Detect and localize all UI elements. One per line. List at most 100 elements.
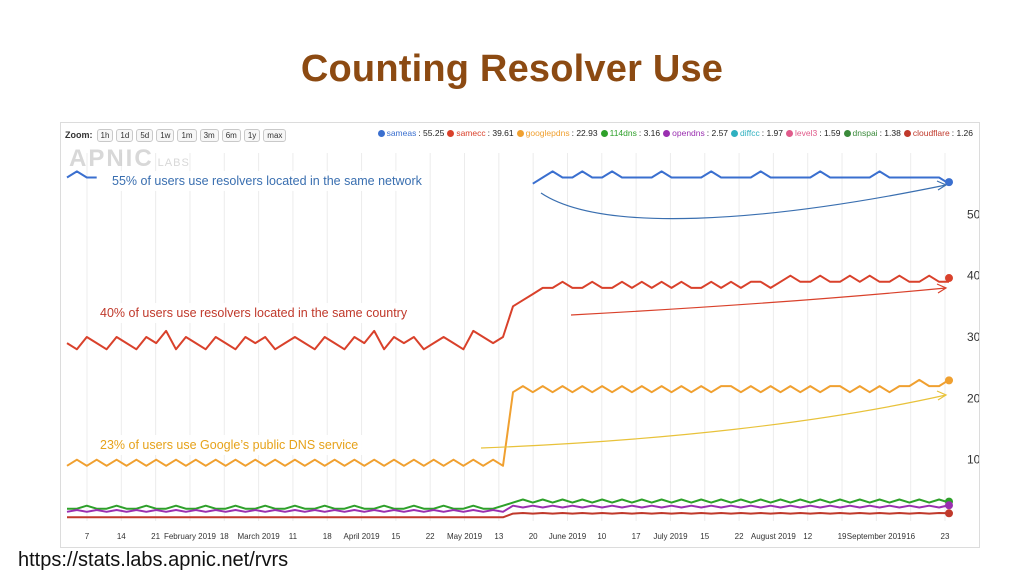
legend-swatch-googlepdns <box>516 129 524 137</box>
x-tick-label: 19 <box>838 532 847 541</box>
x-tick-label: July 2019 <box>653 532 688 541</box>
zoom-5d-button[interactable]: 5d <box>136 128 154 142</box>
zoom-1d-button[interactable]: 1d <box>116 128 134 142</box>
zoom-1m-button[interactable]: 1m <box>177 128 197 142</box>
series-endpoint-sameas <box>945 178 953 187</box>
x-tick-label: 23 <box>941 532 950 541</box>
legend-value: : 1.38 <box>879 128 901 138</box>
x-tick-label: 18 <box>220 532 229 541</box>
legend-item-diffcc[interactable]: diffcc: 1.97 <box>731 128 783 138</box>
chart-legend: sameas: 55.25 samecc: 39.61 googlepdns: 22… <box>375 128 973 138</box>
x-tick-label: June 2019 <box>549 532 587 541</box>
slide-title: Counting Resolver Use <box>300 48 724 90</box>
legend-name: samecc <box>456 128 486 138</box>
x-tick-label: April 2019 <box>344 532 381 541</box>
apnic-labs-watermark: APNIC LABS <box>69 145 190 172</box>
x-tick-label: August 2019 <box>751 532 796 541</box>
series-line-114dns <box>67 498 950 510</box>
annotation-same-country: 40% of users use resolvers located in th… <box>94 303 414 323</box>
y-tick-label: 50 <box>967 207 979 221</box>
zoom-bar: Zoom: 1h 1d 5d 1w 1m 3m 6m 1y max <box>65 127 289 143</box>
x-tick-label: May 2019 <box>447 532 483 541</box>
series-endpoint-cloudflare <box>945 509 953 518</box>
legend-name: sameas <box>386 128 417 138</box>
legend-item-samecc[interactable]: samecc: 39.61 <box>447 128 514 138</box>
legend-value: : 1.97 <box>761 128 784 138</box>
legend-value: : 2.57 <box>706 128 729 138</box>
series-line-sameas <box>66 170 950 185</box>
x-tick-label: 22 <box>426 532 435 541</box>
legend-value: : 55.25 <box>418 128 445 138</box>
zoom-label: Zoom: <box>65 130 93 140</box>
annotation-google-dns: 23% of users use Google’s public DNS ser… <box>94 435 365 455</box>
legend-item-googlepdns[interactable]: googlepdns: 22.93 <box>516 128 598 138</box>
legend-item-opendns[interactable]: opendns: 2.57 <box>663 128 728 138</box>
legend-item-cloudflare[interactable]: cloudflare: 1.26 <box>903 128 973 138</box>
y-tick-label: 30 <box>967 330 979 344</box>
legend-swatch-114dns <box>600 129 608 137</box>
legend-name: opendns <box>672 128 705 138</box>
zoom-1w-button[interactable]: 1w <box>156 128 175 142</box>
legend-swatch-opendns <box>663 129 671 137</box>
legend-value: : 3.16 <box>638 128 661 138</box>
line-chart: 7 14 21 February 2019 18 March 2019 11 18 April … <box>66 153 979 541</box>
x-tick-label: 17 <box>632 532 641 541</box>
x-tick-label: 22 <box>735 532 744 541</box>
y-tick-label: 10 <box>967 453 979 467</box>
series-line-googlepdns <box>66 378 950 467</box>
source-url: https://stats.labs.apnic.net/rvrs <box>18 549 289 571</box>
x-tick-label: 7 <box>85 532 90 541</box>
legend-value: : 1.26 <box>951 128 973 138</box>
x-tick-label: 13 <box>494 532 503 541</box>
zoom-6m-button[interactable]: 6m <box>221 128 241 142</box>
legend-swatch-cloudflare <box>903 129 911 137</box>
annotation-arrowhead <box>936 180 948 191</box>
x-tick-label: 16 <box>906 532 915 541</box>
legend-swatch-diffcc <box>731 129 739 137</box>
series-line-opendns <box>66 504 950 513</box>
zoom-max-button[interactable]: max <box>263 128 287 142</box>
x-tick-label: March 2019 <box>237 532 280 541</box>
legend-swatch-level3 <box>786 129 794 137</box>
legend-value: : 39.61 <box>487 128 514 138</box>
legend-value: : 22.93 <box>571 128 598 138</box>
series-endpoint-googlepdns <box>945 376 953 385</box>
series-endpoint-samecc <box>945 274 953 283</box>
legend-item-114dns[interactable]: 114dns: 3.16 <box>600 128 661 138</box>
legend-swatch-dnspai <box>843 129 851 137</box>
annotation-arrow <box>540 184 947 220</box>
legend-name: 114dns <box>609 128 637 138</box>
legend-name: cloudflare <box>912 128 950 138</box>
annotation-arrow <box>570 287 947 316</box>
series-endpoint-opendns <box>945 501 953 510</box>
zoom-1y-button[interactable]: 1y <box>243 128 261 142</box>
legend-name: dnspai <box>852 128 878 138</box>
legend-item-dnspai[interactable]: dnspai: 1.38 <box>843 128 901 138</box>
annotation-same-network: 55% of users use resolvers located in th… <box>106 171 428 191</box>
x-tick-label: 10 <box>597 532 606 541</box>
legend-name: level3 <box>795 128 818 138</box>
series-line-samecc <box>66 274 949 351</box>
y-tick-label: 40 <box>967 269 979 283</box>
annotation-arrowhead <box>936 283 948 294</box>
x-tick-label: 12 <box>803 532 812 541</box>
x-tick-label: 11 <box>289 532 298 541</box>
x-tick-label: 15 <box>700 532 709 541</box>
legend-value: : 1.59 <box>819 128 841 138</box>
y-tick-label: 20 <box>967 391 979 405</box>
x-tick-label: 14 <box>117 532 126 541</box>
x-tick-label: September 2019 <box>847 532 907 541</box>
legend-swatch-sameas <box>377 129 385 137</box>
x-tick-label: 21 <box>151 532 160 541</box>
legend-name: diffcc <box>740 128 760 138</box>
legend-item-sameas[interactable]: sameas: 55.25 <box>377 128 445 138</box>
x-tick-label: 18 <box>323 532 332 541</box>
x-tick-label: February 2019 <box>164 532 217 541</box>
zoom-3m-button[interactable]: 3m <box>199 128 219 142</box>
series-line-cloudflare <box>67 512 950 519</box>
zoom-1h-button[interactable]: 1h <box>96 128 114 142</box>
annotation-arrowhead <box>936 390 948 401</box>
legend-name: googlepdns <box>525 128 570 138</box>
legend-item-level3[interactable]: level3: 1.59 <box>786 128 841 138</box>
chart-panel: 7 14 21 February 2019 18 March 2019 11 18 April … <box>60 122 980 548</box>
